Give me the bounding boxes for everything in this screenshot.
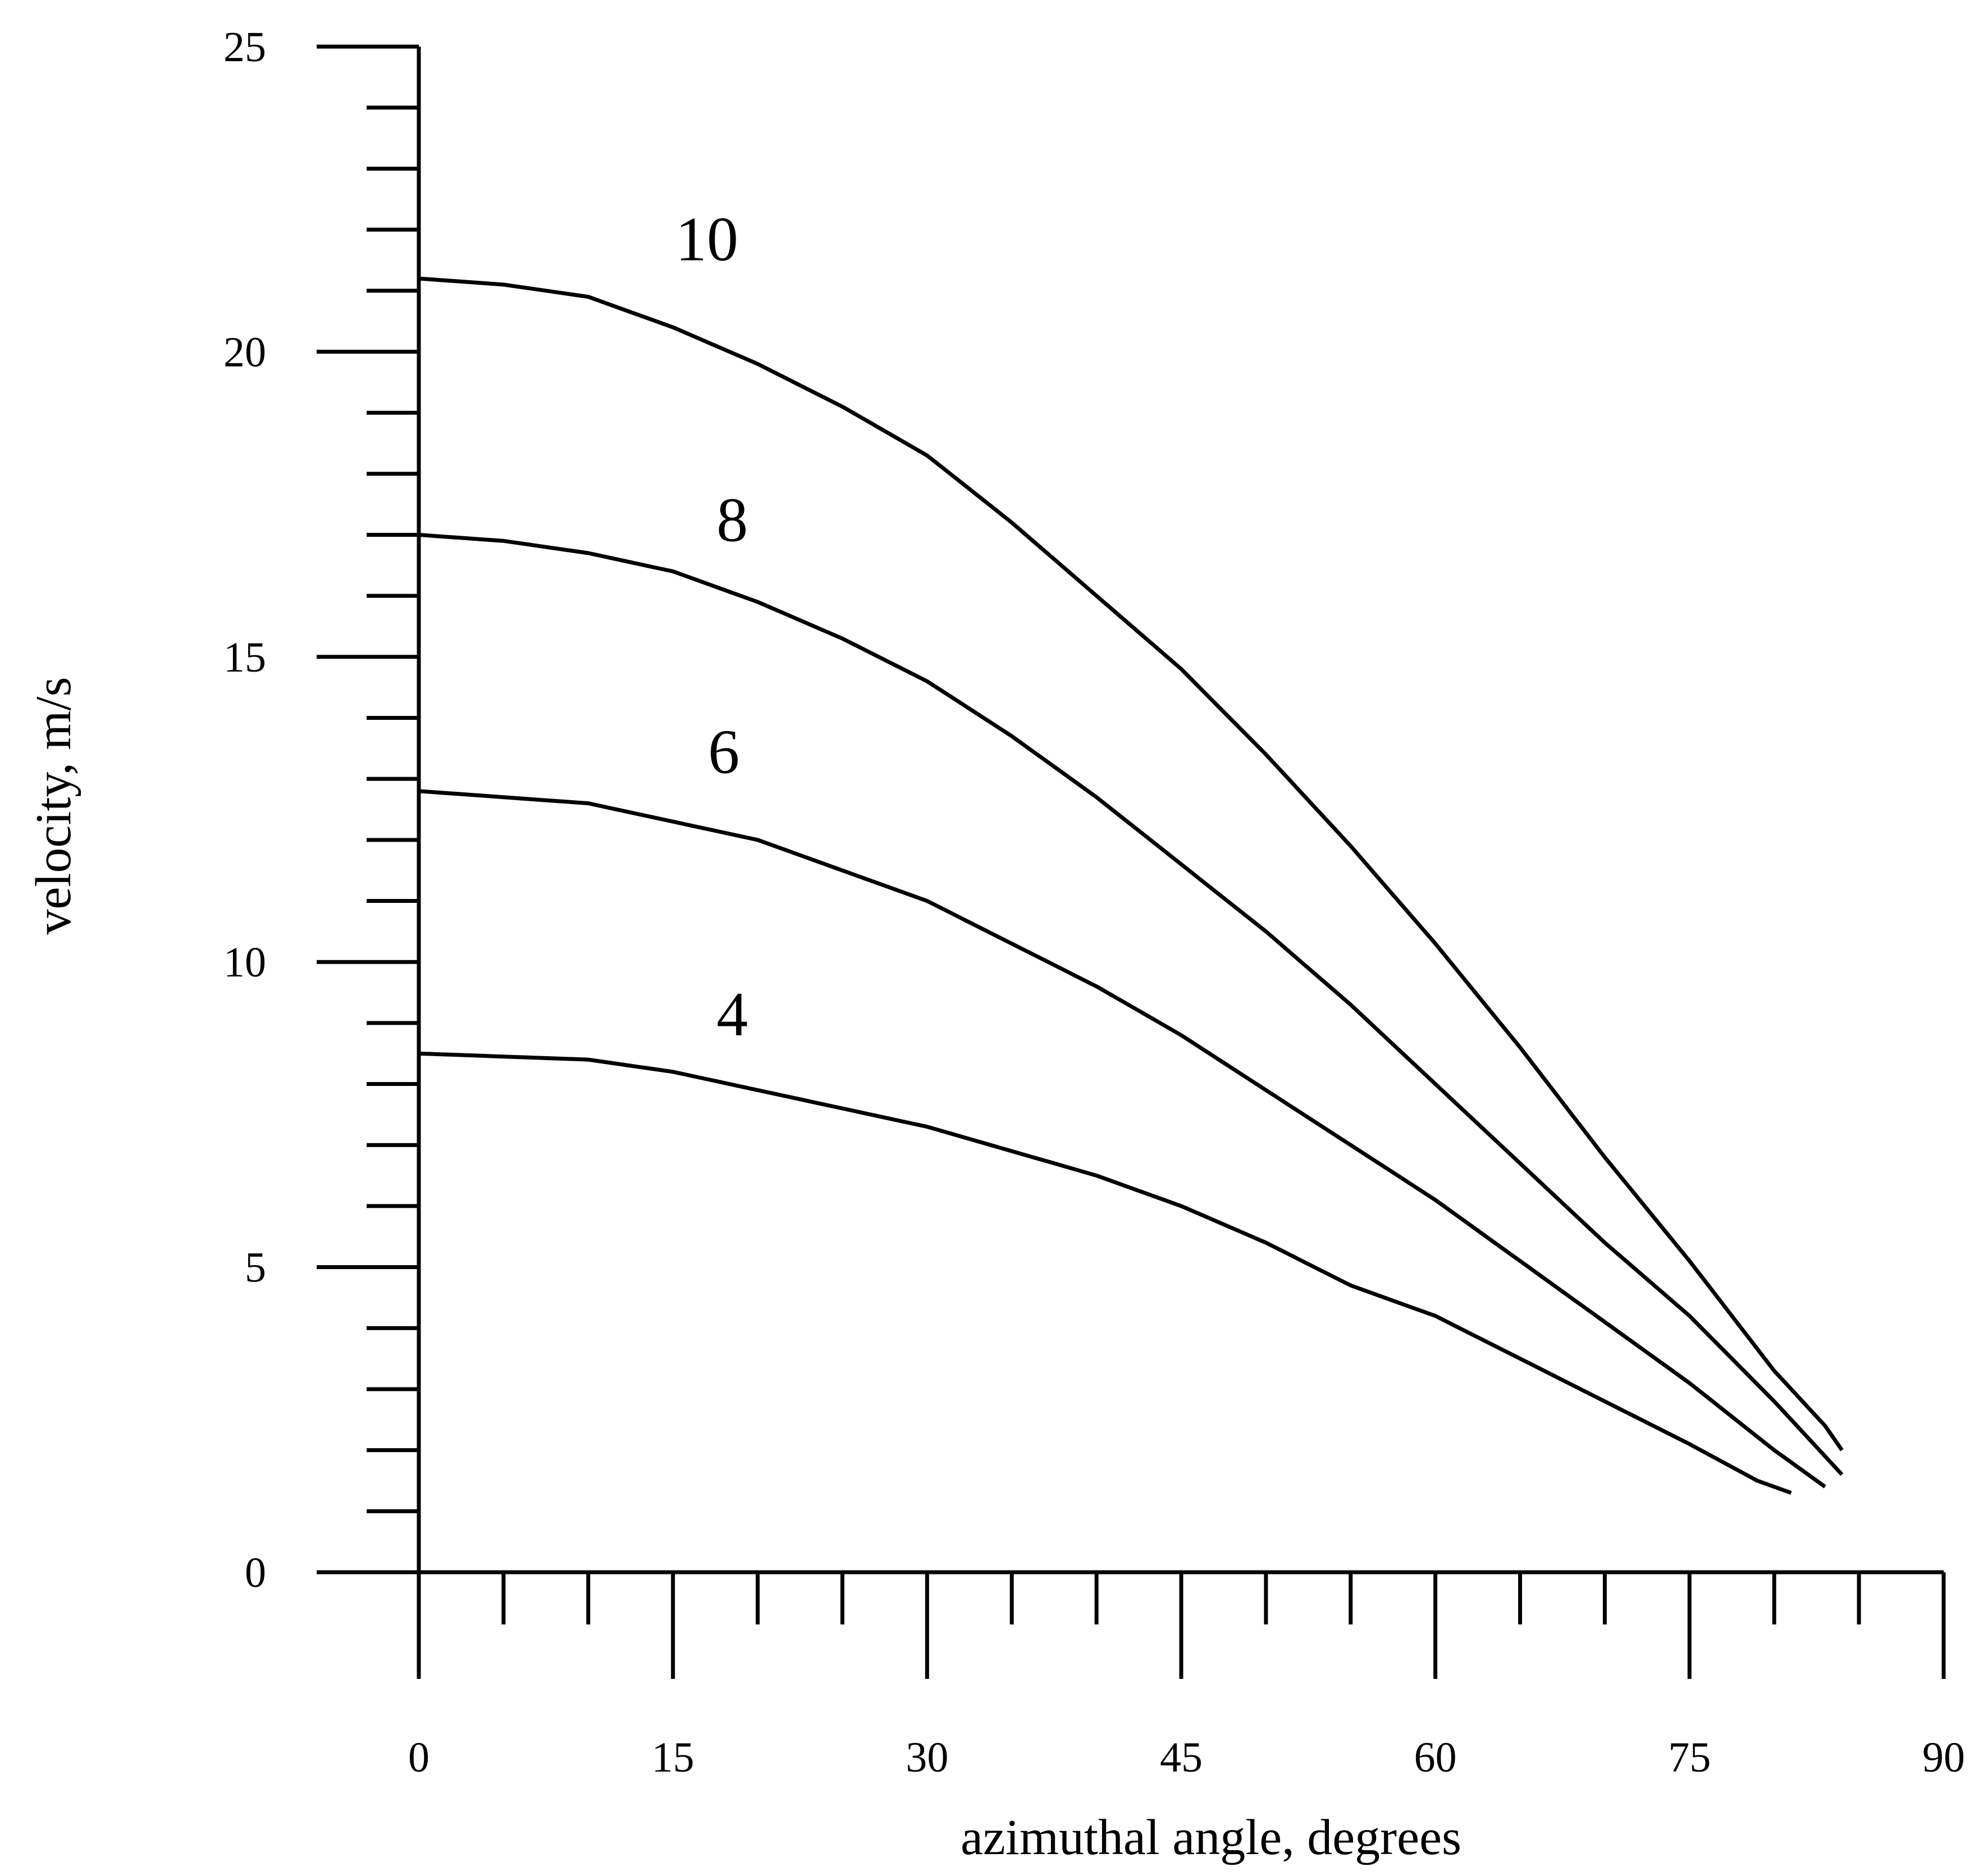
x-tick-label: 30	[906, 1734, 948, 1781]
curves	[418, 276, 1844, 1495]
tick-marks	[317, 44, 1946, 1679]
tick-labels: 0 5 10 15 20 25 0 15 30 45 60 75 90	[223, 24, 1965, 1781]
y-tick-label: 25	[223, 24, 266, 71]
x-axis-title: azimuthal angle, degrees	[961, 1810, 1461, 1865]
x-tick-label: 45	[1160, 1734, 1203, 1781]
x-tick-label: 15	[652, 1734, 694, 1781]
series-10-line	[418, 276, 1844, 1451]
series-4-line	[418, 1051, 1792, 1495]
y-tick-label: 10	[223, 939, 266, 986]
series-4-label: 4	[716, 980, 748, 1049]
y-tick-label: 5	[245, 1244, 266, 1291]
series-8-line	[418, 532, 1844, 1476]
series-6-line	[418, 789, 1826, 1489]
x-tick-label: 90	[1922, 1734, 1965, 1781]
y-tick-label: 20	[223, 328, 266, 376]
y-tick-label: 0	[245, 1549, 266, 1596]
x-tick-label: 75	[1668, 1734, 1711, 1781]
y-axis-title: velocity, m/s	[26, 677, 81, 934]
x-tick-label: 60	[1414, 1734, 1457, 1781]
series-10-label: 10	[675, 204, 738, 274]
curve-labels: 10 8 6 4	[675, 204, 748, 1049]
y-tick-label: 15	[223, 634, 266, 681]
x-tick-label: 0	[408, 1734, 429, 1781]
series-8-label: 8	[716, 485, 748, 555]
series-6-label: 6	[708, 717, 739, 787]
